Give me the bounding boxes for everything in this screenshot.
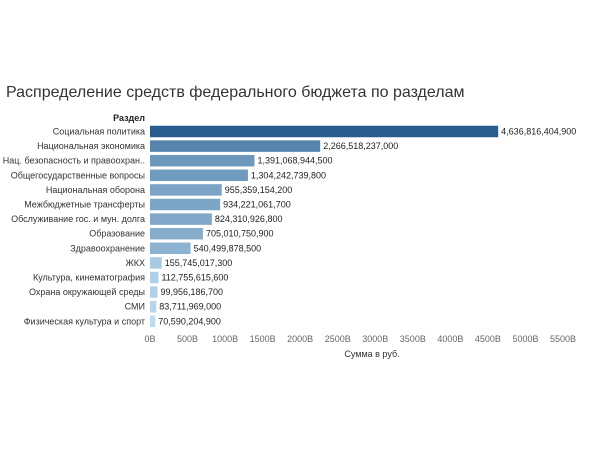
value-label: 705,010,750,900 (206, 229, 274, 239)
value-label: 70,590,204,900 (158, 316, 221, 326)
value-label: 4,636,816,404,900 (501, 127, 576, 137)
category-label: СМИ (125, 302, 145, 312)
x-tick-label: 3500B (400, 334, 426, 344)
category-label: Физическая культура и спорт (24, 316, 145, 326)
bar[interactable] (150, 300, 157, 313)
x-tick-label: 4000B (437, 334, 463, 344)
category-label: Нац. безопасность и правоохран.. (3, 156, 145, 166)
x-tick-label: 5000B (512, 334, 538, 344)
category-label: Национальная экономика (37, 141, 145, 151)
value-label: 540,499,878,500 (194, 243, 262, 253)
x-tick-label: 3000B (362, 334, 388, 344)
category-label: Межбюджетные трансферты (24, 200, 145, 210)
x-tick-label: 2000B (287, 334, 313, 344)
category-label: ЖКХ (125, 258, 145, 268)
category-label: Культура, кинематография (33, 273, 145, 283)
bar[interactable] (150, 271, 159, 284)
bar[interactable] (150, 140, 321, 152)
value-label: 824,310,926,800 (215, 214, 283, 224)
x-tick-label: 2500B (325, 334, 351, 344)
x-tick-label: 1500B (250, 334, 276, 344)
bar[interactable] (150, 315, 156, 328)
category-label: Охрана окружающей среды (29, 287, 145, 297)
category-label: Здравоохранение (70, 243, 145, 253)
category-label: Социальная политика (53, 127, 145, 137)
value-label: 955,359,154,200 (225, 185, 293, 195)
category-label: Обслуживание гос. и мун. долга (11, 214, 145, 224)
bar[interactable] (150, 213, 212, 225)
x-tick-label: 0B (144, 334, 155, 344)
bar[interactable] (150, 286, 158, 298)
x-tick-label: 4500B (475, 334, 501, 344)
category-label: Общегосударственные вопросы (11, 170, 145, 180)
chart-title: Распределение средств федерального бюдже… (6, 84, 465, 101)
bar[interactable] (150, 184, 222, 196)
category-label: Образование (89, 229, 145, 239)
bar[interactable] (150, 198, 221, 211)
value-label: 2,266,518,237,000 (323, 141, 398, 151)
x-axis-title: Сумма в руб. (344, 349, 399, 359)
value-label: 112,755,615,600 (161, 273, 228, 283)
x-tick-label: 5500B (550, 334, 576, 344)
value-label: 155,745,017,300 (165, 258, 233, 268)
category-header: Раздел (113, 113, 145, 123)
category-label: Национальная оборона (46, 185, 145, 195)
value-label: 99,956,186,700 (161, 287, 224, 297)
bar[interactable] (150, 257, 162, 269)
value-label: 83,711,969,000 (159, 302, 221, 312)
bar[interactable] (150, 169, 248, 182)
x-tick-label: 500B (177, 334, 198, 344)
value-label: 1,391,068,944,500 (257, 156, 332, 166)
value-label: 1,304,242,739,800 (251, 170, 326, 180)
bar[interactable] (150, 125, 499, 138)
bar[interactable] (150, 227, 203, 240)
bar[interactable] (150, 154, 255, 167)
x-tick-label: 1000B (212, 334, 238, 344)
bar[interactable] (150, 242, 191, 255)
value-label: 934,221,061,700 (223, 200, 291, 210)
